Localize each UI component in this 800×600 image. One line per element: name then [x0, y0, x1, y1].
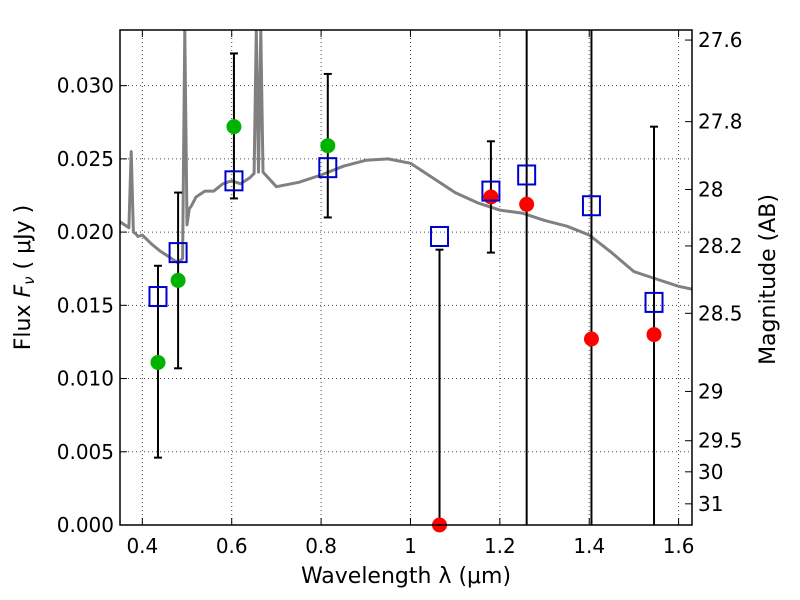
error-bars [153, 30, 659, 525]
data-point-green [226, 119, 242, 135]
y-tick-label: 0.020 [57, 220, 114, 244]
x-tick-label: 1 [404, 534, 417, 558]
x-tick-label: 1.2 [484, 534, 516, 558]
x-tick-label: 1.4 [573, 534, 605, 558]
y-axis-label: Flux Fν ( μJy ) [11, 205, 38, 350]
grid-lines [120, 30, 692, 526]
y-tick-label: 0.030 [57, 74, 114, 98]
data-point-red [519, 196, 535, 212]
data-points [148, 119, 664, 533]
model-spectrum [120, 30, 692, 291]
data-point-red [483, 189, 499, 205]
right-tick-label: 27.6 [698, 28, 743, 52]
x-tick-label: 0.8 [305, 534, 337, 558]
right-tick-label: 28 [698, 178, 723, 202]
data-point-green [150, 354, 166, 370]
model-photometry-square [430, 225, 450, 247]
data-point-green [170, 272, 186, 288]
model-photometry-square [517, 164, 537, 186]
model-photometry-square [481, 180, 501, 202]
y-axis-label-unit: ( μJy ) [11, 205, 36, 277]
y-tick-label: 0.025 [57, 147, 114, 171]
right-tick-label: 27.8 [698, 110, 743, 134]
axes: 0.4 0.6 0.8 1 1.2 1.4 1.6 0.000 0.005 0.010 0.015 0… [57, 28, 743, 558]
y-axis-label-symbol: F [11, 284, 36, 297]
right-tick-label: 29 [698, 379, 723, 403]
right-tick-label: 30 [698, 460, 723, 484]
y-tick-label: 0.010 [57, 367, 114, 391]
data-point-red [583, 331, 599, 347]
x-axis-label: Wavelength λ (μm) [301, 564, 511, 589]
right-tick-label: 29.5 [698, 429, 743, 453]
data-point-red [646, 327, 662, 343]
model-photometry-square [168, 242, 188, 264]
y-tick-label: 0.005 [57, 440, 114, 464]
model-spectrum-line [120, 30, 692, 291]
x-tick-label: 0.4 [126, 534, 158, 558]
right-axis-label: Magnitude (AB) [756, 194, 781, 365]
x-tick-label: 0.6 [216, 534, 248, 558]
y-axis-label-prefix: Flux [11, 297, 36, 350]
y-axis-label-sub: ν [20, 276, 38, 284]
model-photometry-square [644, 291, 664, 313]
x-tick-label: 1.6 [663, 534, 695, 558]
model-photometry-square [148, 286, 168, 308]
right-tick-label: 28.2 [698, 234, 743, 258]
plot-frame [119, 29, 693, 526]
model-photometry-square [581, 195, 601, 217]
data-point-green [320, 138, 336, 154]
y-tick-label: 0.000 [57, 513, 114, 537]
right-tick-label: 31 [698, 492, 723, 516]
right-tick-label: 28.5 [698, 301, 743, 325]
model-photometry-square [224, 170, 244, 192]
model-photometry-square [318, 157, 338, 179]
y-tick-label: 0.015 [57, 293, 114, 317]
